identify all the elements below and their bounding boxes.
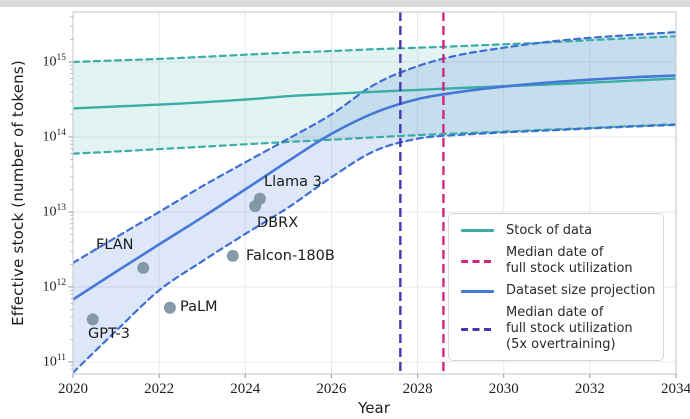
- series-stock-of-data-ci-upper-: [73, 35, 676, 64]
- annotation-falcon-180b: Falcon-180B: [246, 248, 335, 264]
- x-tick-label: 2026: [316, 381, 347, 397]
- legend-label: full stock utilization: [506, 321, 633, 337]
- legend-swatch-teal-line: [461, 229, 494, 233]
- stock-of-data-ci-band: [73, 36, 676, 154]
- legend-label: Stock of data: [506, 223, 593, 238]
- x-tick-label: 2030: [488, 381, 519, 397]
- series-dataset-size-projection-median-: [73, 74, 676, 301]
- x-tick-label: 2022: [144, 381, 175, 397]
- x-tick-label: 2024: [230, 381, 261, 397]
- y-tick-label: 1013: [42, 203, 67, 220]
- image-top-border: [0, 0, 690, 7]
- x-axis-title: Year: [358, 399, 390, 417]
- legend-entry-stock-of-data: Stock of data: [461, 223, 653, 239]
- x-tick-label: 2032: [574, 381, 605, 397]
- annotation-palm: PaLM: [180, 299, 218, 315]
- dataset-projection-ci-band: [73, 32, 676, 373]
- data-point-palm: [163, 301, 176, 314]
- legend-label: Dataset size projection: [506, 283, 656, 299]
- data-point-gpt-3: [86, 313, 99, 326]
- y-tick-label: 1011: [42, 353, 66, 370]
- legend-label: full stock utilization: [506, 261, 633, 277]
- legend-swatch-blue-line: [461, 289, 494, 293]
- legend-label: Median date of: [506, 245, 604, 261]
- x-tick-label: 2034: [661, 381, 690, 397]
- data-point-falcon-180b: [226, 249, 239, 262]
- y-tick-label: 1015: [42, 53, 67, 70]
- legend-label: (5x overtraining): [506, 337, 616, 353]
- y-axis-title: Effective stock (number of tokens): [9, 60, 27, 326]
- series-dataset-size-projection-ci-upper-: [73, 31, 676, 264]
- legend-swatch-magenta-dashed-line: [461, 259, 494, 263]
- legend-label: Median date of: [506, 305, 604, 321]
- annotation-gpt-3: GPT-3: [88, 326, 130, 342]
- y-tick-label: 1012: [42, 278, 67, 295]
- y-tick-label: 1014: [42, 128, 67, 145]
- annotation-flan: FLAN: [96, 237, 134, 253]
- plot-border: [72, 11, 677, 375]
- data-point-llama-3: [253, 192, 266, 205]
- x-tick-label: 2028: [402, 381, 433, 397]
- annotation-llama-3: Llama 3: [264, 174, 322, 190]
- annotation-dbrx: DBRX: [257, 215, 299, 231]
- series-stock-of-data-median-: [73, 77, 676, 110]
- legend-entry-dataset-size-projection: Dataset size projection: [461, 283, 656, 299]
- legend: Stock of data Median date of full stock …: [448, 213, 664, 361]
- data-point-flan: [137, 261, 150, 274]
- x-tick-label: 2020: [58, 381, 88, 397]
- legend-entry-median-date: Median date of full stock utilization: [461, 245, 653, 277]
- series-dataset-size-projection-ci-lower-: [73, 123, 676, 374]
- legend-swatch-purple-dashed-line: [461, 327, 494, 331]
- legend-entry-median-date-overtraining: Median date of full stock utilization (5…: [461, 305, 653, 353]
